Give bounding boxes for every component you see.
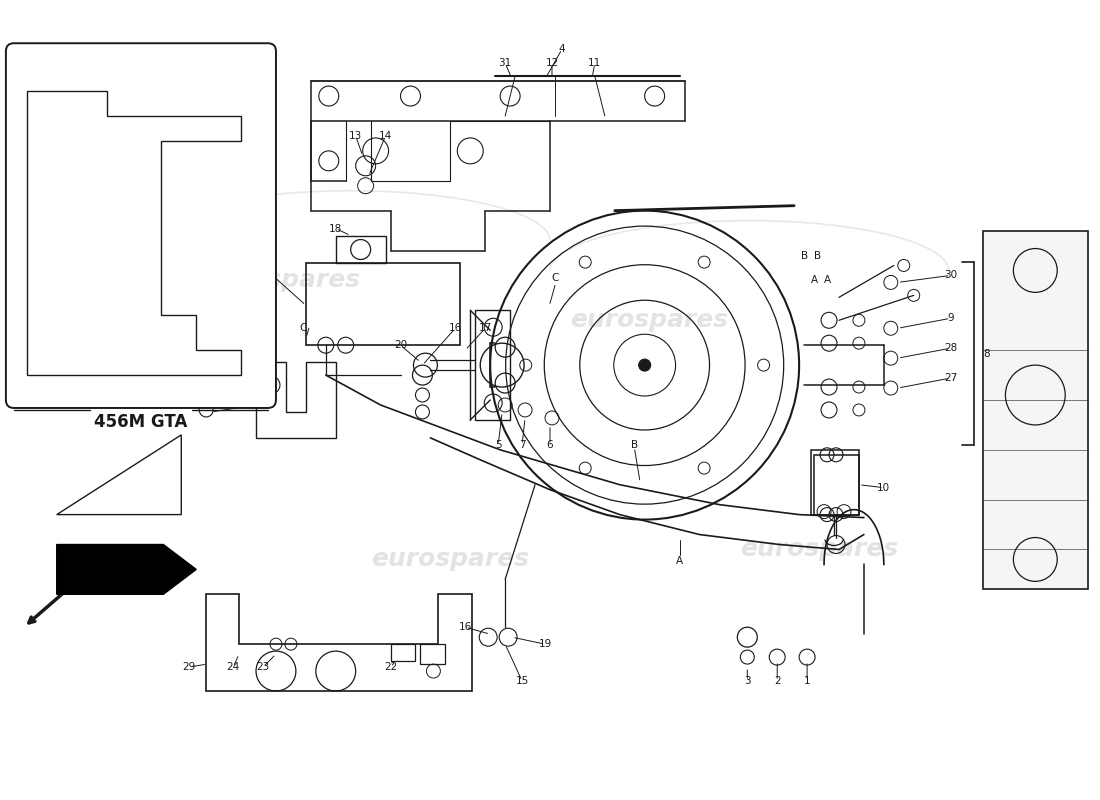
Text: 27: 27 — [944, 373, 957, 383]
Text: 7: 7 — [519, 440, 526, 450]
Text: 11: 11 — [588, 58, 602, 68]
Text: 28: 28 — [944, 343, 957, 353]
Text: 13: 13 — [349, 131, 362, 141]
Text: 23: 23 — [256, 662, 270, 672]
Text: 20: 20 — [394, 340, 407, 350]
Text: 15: 15 — [516, 676, 529, 686]
Text: 10: 10 — [878, 482, 890, 493]
Bar — [814, 455, 859, 514]
Text: 24: 24 — [227, 662, 240, 672]
Text: A: A — [676, 557, 683, 566]
Text: 2: 2 — [774, 676, 781, 686]
Text: 16: 16 — [459, 622, 472, 632]
Text: 30: 30 — [944, 270, 957, 281]
Circle shape — [639, 359, 650, 371]
Polygon shape — [57, 545, 196, 594]
Text: 22: 22 — [384, 662, 397, 672]
Text: 21: 21 — [250, 255, 263, 266]
Text: B: B — [801, 250, 807, 261]
Text: 9: 9 — [947, 314, 954, 323]
Text: B: B — [814, 250, 821, 261]
Text: 14: 14 — [378, 131, 393, 141]
Text: 3: 3 — [744, 676, 750, 686]
Text: B: B — [631, 440, 638, 450]
Text: 29: 29 — [183, 662, 196, 672]
Text: C: C — [299, 323, 307, 334]
Text: 17: 17 — [478, 323, 492, 334]
Text: 25: 25 — [250, 375, 263, 385]
Text: 6: 6 — [547, 440, 553, 450]
Text: 31: 31 — [498, 58, 512, 68]
Text: eurospares: eurospares — [571, 308, 728, 332]
Text: A: A — [811, 275, 817, 286]
Bar — [983, 230, 1088, 590]
Text: C: C — [551, 274, 559, 283]
Bar — [336, 235, 386, 263]
Text: 4: 4 — [559, 44, 565, 54]
Text: 5: 5 — [495, 440, 502, 450]
Bar — [156, 365, 211, 395]
Text: 8: 8 — [983, 349, 990, 359]
Text: A: A — [824, 275, 830, 286]
Text: 1: 1 — [804, 676, 811, 686]
Text: 12: 12 — [546, 58, 559, 68]
FancyBboxPatch shape — [6, 43, 276, 408]
Text: 26: 26 — [250, 400, 263, 410]
Text: 19: 19 — [538, 639, 551, 649]
Text: eurospares: eurospares — [372, 547, 529, 571]
Bar — [811, 450, 859, 514]
Bar — [475, 310, 510, 420]
Text: 16: 16 — [449, 323, 462, 334]
Text: 18: 18 — [329, 223, 342, 234]
Text: 456M GTA: 456M GTA — [95, 413, 188, 431]
Bar — [306, 263, 460, 345]
Text: eurospares: eurospares — [202, 269, 360, 293]
Text: eurospares: eurospares — [740, 538, 898, 562]
